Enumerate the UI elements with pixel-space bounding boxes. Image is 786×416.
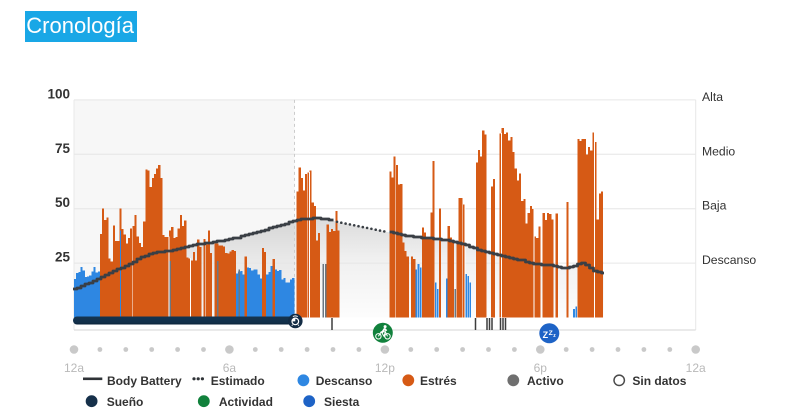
svg-text:6a: 6a (223, 361, 237, 375)
svg-text:z: z (553, 333, 556, 339)
svg-text:12a: 12a (64, 361, 84, 375)
svg-text:Actividad: Actividad (219, 395, 273, 409)
svg-text:Activo: Activo (527, 374, 564, 388)
svg-text:Descanso: Descanso (702, 253, 756, 267)
svg-text:100: 100 (47, 86, 70, 101)
svg-text:Estrés: Estrés (420, 374, 457, 388)
svg-text:75: 75 (55, 141, 71, 156)
svg-text:Descanso: Descanso (316, 374, 373, 388)
svg-text:Z: Z (543, 330, 549, 340)
svg-text:Siesta: Siesta (324, 395, 360, 409)
svg-text:Estimado: Estimado (211, 374, 265, 388)
svg-text:Z: Z (549, 330, 553, 337)
svg-text:Sin datos: Sin datos (632, 374, 686, 388)
svg-text:12p: 12p (375, 361, 395, 375)
svg-text:Alta: Alta (702, 90, 723, 104)
svg-text:12a: 12a (686, 361, 706, 375)
svg-text:Body Battery: Body Battery (107, 374, 182, 388)
svg-text:25: 25 (55, 250, 71, 265)
svg-text:Medio: Medio (702, 144, 735, 158)
svg-text:6p: 6p (534, 361, 548, 375)
svg-text:Sueño: Sueño (107, 395, 144, 409)
svg-text:50: 50 (55, 195, 70, 210)
svg-text:Baja: Baja (702, 199, 727, 213)
